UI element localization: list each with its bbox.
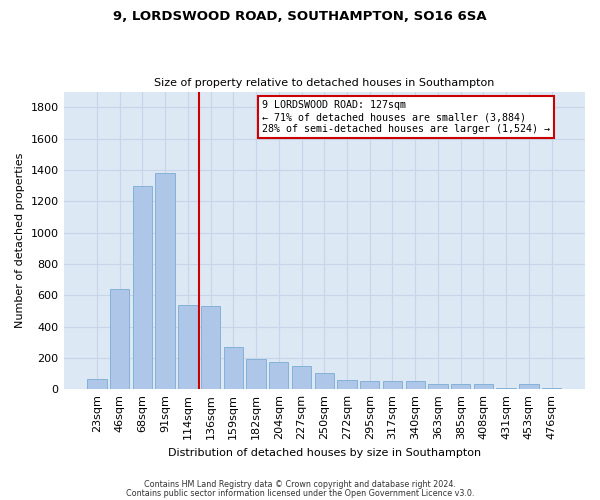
- Bar: [133, 186, 152, 389]
- Text: Contains public sector information licensed under the Open Government Licence v3: Contains public sector information licen…: [126, 490, 474, 498]
- Bar: [292, 366, 311, 389]
- Bar: [155, 173, 175, 389]
- Text: 9 LORDSWOOD ROAD: 127sqm
← 71% of detached houses are smaller (3,884)
28% of sem: 9 LORDSWOOD ROAD: 127sqm ← 71% of detach…: [262, 100, 550, 134]
- Bar: [519, 384, 539, 389]
- Y-axis label: Number of detached properties: Number of detached properties: [15, 152, 25, 328]
- X-axis label: Distribution of detached houses by size in Southampton: Distribution of detached houses by size …: [168, 448, 481, 458]
- Bar: [496, 388, 516, 389]
- Bar: [542, 388, 561, 389]
- Bar: [474, 384, 493, 389]
- Bar: [201, 306, 220, 389]
- Bar: [269, 362, 289, 389]
- Bar: [224, 347, 243, 389]
- Bar: [87, 380, 107, 389]
- Bar: [383, 380, 402, 389]
- Bar: [406, 380, 425, 389]
- Bar: [337, 380, 356, 389]
- Bar: [360, 380, 379, 389]
- Bar: [247, 358, 266, 389]
- Title: Size of property relative to detached houses in Southampton: Size of property relative to detached ho…: [154, 78, 494, 88]
- Bar: [451, 384, 470, 389]
- Text: Contains HM Land Registry data © Crown copyright and database right 2024.: Contains HM Land Registry data © Crown c…: [144, 480, 456, 489]
- Bar: [110, 289, 130, 389]
- Text: 9, LORDSWOOD ROAD, SOUTHAMPTON, SO16 6SA: 9, LORDSWOOD ROAD, SOUTHAMPTON, SO16 6SA: [113, 10, 487, 23]
- Bar: [314, 372, 334, 389]
- Bar: [178, 304, 197, 389]
- Bar: [428, 384, 448, 389]
